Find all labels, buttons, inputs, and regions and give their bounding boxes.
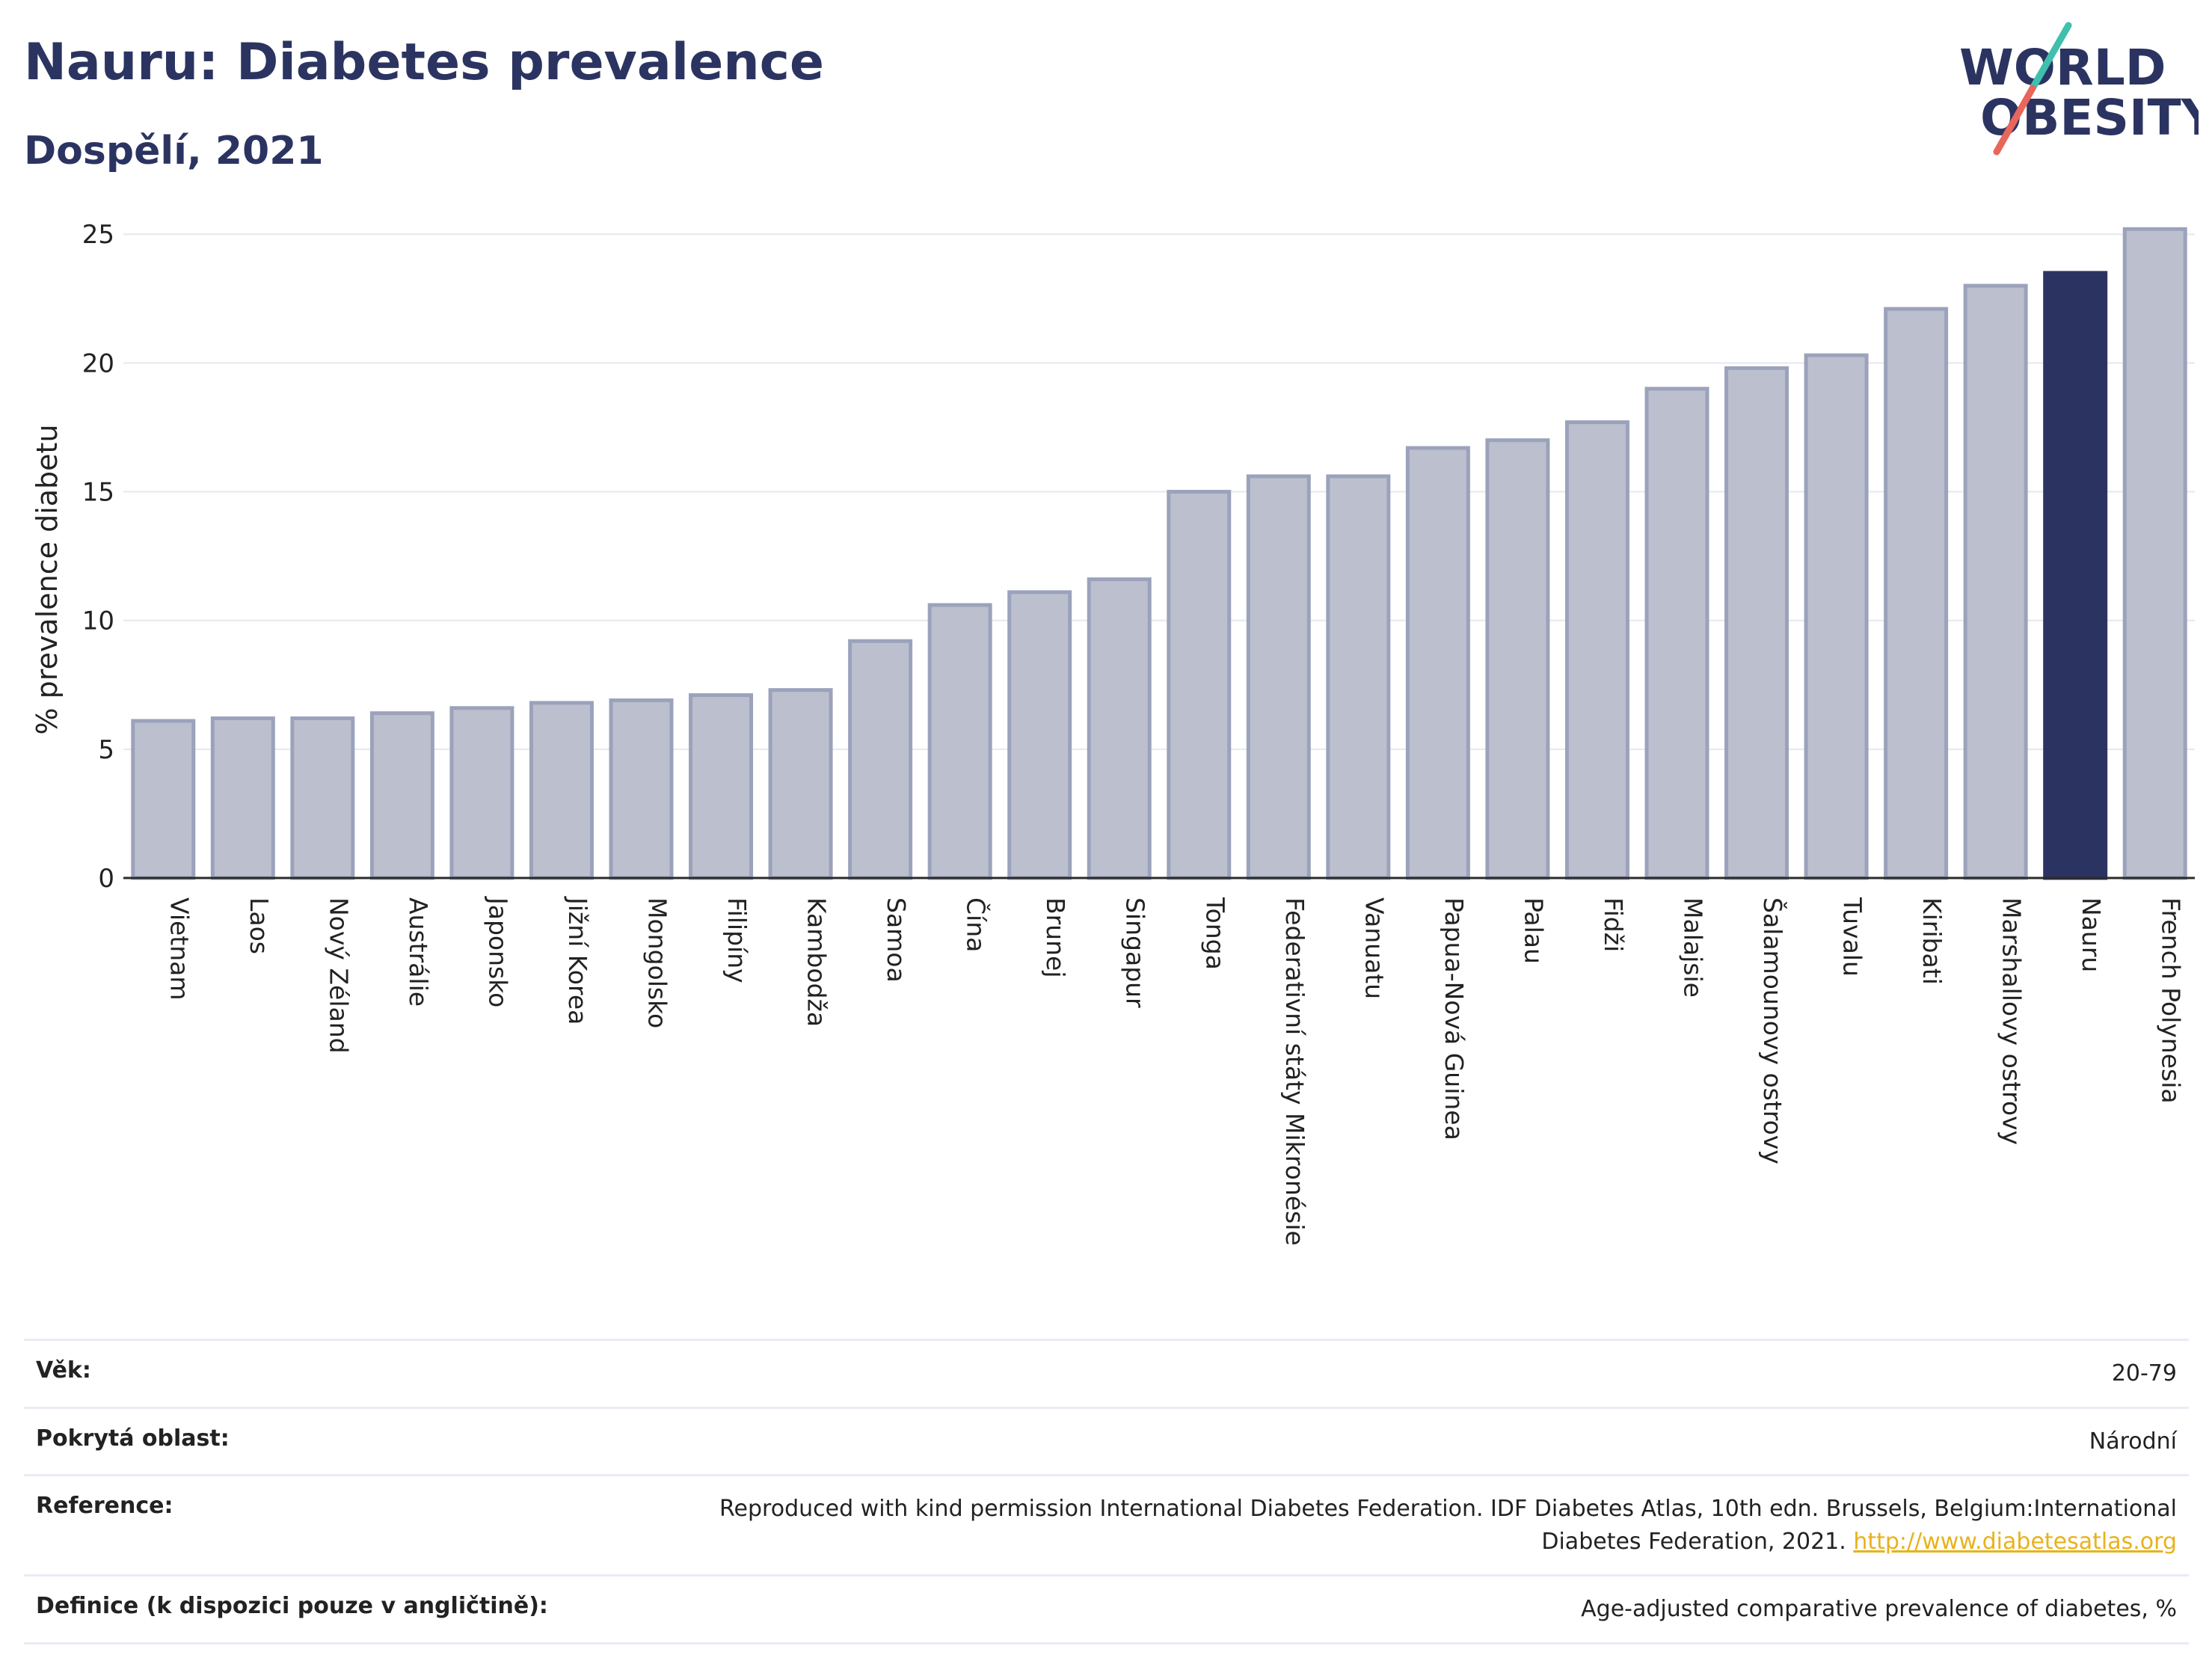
- world-obesity-logo: WORLD OBESITY: [1959, 22, 2199, 156]
- x-tick-label: Vietnam: [165, 897, 194, 1001]
- x-tick-label: Filipíny: [722, 897, 752, 983]
- bar: [131, 719, 196, 880]
- bar: [1644, 387, 1709, 880]
- x-tick-label: Marshallovy ostrovy: [1997, 897, 2027, 1145]
- x-tick-label: Tuvalu: [1838, 897, 1867, 977]
- age-label: Věk:: [36, 1357, 91, 1384]
- x-tick-label: Samoa: [882, 897, 911, 983]
- bar: [1963, 283, 2028, 880]
- bar: [1485, 438, 1550, 880]
- bar: [689, 693, 754, 880]
- bar: [1405, 446, 1470, 880]
- x-tick-label: Tonga: [1200, 897, 1229, 970]
- x-tick-label: Šalamounovy ostrovy: [1758, 897, 1788, 1164]
- x-tick-label: Nauru: [2077, 897, 2106, 972]
- definition-label: Definice (k dispozici pouze v angličtině…: [36, 1593, 548, 1619]
- area-label: Pokrytá oblast:: [36, 1425, 230, 1452]
- bar: [369, 711, 434, 880]
- bar: [1246, 474, 1311, 880]
- x-tick-label: Nový Zéland: [324, 897, 353, 1054]
- metadata-table: Věk: 20-79 Pokrytá oblast: Národní Refer…: [24, 1339, 2189, 1645]
- x-tick-label: Fidži: [1599, 897, 1628, 952]
- y-axis-label: % prevalence diabetu: [31, 424, 64, 734]
- reference-text: Reproduced with kind permission Internat…: [719, 1496, 2177, 1555]
- definition-value: Age-adjusted comparative prevalence of d…: [1581, 1596, 2177, 1622]
- x-tick-label: Malajsie: [1679, 897, 1708, 998]
- bar: [2122, 227, 2187, 880]
- bar: [927, 603, 992, 880]
- page-subtitle: Dospělí, 2021: [24, 129, 324, 174]
- bars: [131, 227, 2187, 880]
- logo-text-world: WORLD: [1959, 39, 2166, 96]
- x-tick-label: Federativní státy Mikronésie: [1280, 897, 1309, 1246]
- bar: [768, 688, 833, 880]
- y-tick-label: 20: [82, 348, 114, 378]
- bar: [1564, 420, 1629, 880]
- bar: [1804, 353, 1869, 880]
- area-value: Národní: [2089, 1428, 2177, 1455]
- x-tick-labels: Vietnam Laos Nový Zéland Austrálie Japonsko J…: [165, 896, 2185, 1246]
- x-tick-label: French Polynesia: [2157, 897, 2186, 1104]
- x-tick-label: Japonsko: [483, 896, 512, 1007]
- x-tick-label: Singapur: [1121, 897, 1150, 1008]
- bar: [1724, 366, 1789, 880]
- bar: [1087, 577, 1152, 880]
- bar: [609, 698, 674, 880]
- bar: [848, 639, 913, 880]
- x-tick-label: Kambodža: [802, 897, 832, 1027]
- x-tick-label: Papua-Nová Guinea: [1440, 897, 1469, 1140]
- x-tick-label: Laos: [245, 897, 274, 954]
- bar: [210, 716, 275, 880]
- y-tick-label: 0: [98, 864, 114, 894]
- y-tick-label: 15: [82, 478, 114, 508]
- page-title: Nauru: Diabetes prevalence: [24, 33, 825, 92]
- x-tick-label: Kiribati: [1917, 897, 1947, 985]
- meta-row-area: Pokrytá oblast: Národní: [24, 1406, 2189, 1475]
- bar: [1167, 490, 1232, 880]
- meta-row-definition: Definice (k dispozici pouze v angličtině…: [24, 1574, 2189, 1645]
- bar: [1884, 307, 1949, 880]
- bar: [1007, 590, 1072, 880]
- age-value: 20-79: [2111, 1360, 2177, 1387]
- reference-link[interactable]: http://www.diabetesatlas.org: [1853, 1528, 2177, 1555]
- bar: [529, 701, 594, 880]
- x-tick-label: Vanuatu: [1360, 897, 1389, 999]
- x-tick-label: Čína: [962, 897, 992, 952]
- x-tick-label: Austrálie: [404, 897, 433, 1007]
- y-tick-label: 5: [98, 735, 114, 765]
- reference-label: Reference:: [36, 1493, 173, 1519]
- bar: [290, 716, 355, 880]
- x-tick-label: Palau: [1519, 897, 1548, 964]
- x-tick-label: Jižní Korea: [563, 896, 592, 1025]
- y-tick-label: 10: [82, 607, 114, 636]
- bar: [1326, 474, 1391, 880]
- meta-row-age: Věk: 20-79: [24, 1339, 2189, 1407]
- y-tick-labels: 0 5 10 15 20 25: [82, 220, 114, 894]
- y-tick-label: 25: [82, 220, 114, 250]
- reference-value: Reproduced with kind permission Internat…: [644, 1493, 2177, 1558]
- x-tick-label: Brunej: [1041, 897, 1070, 978]
- meta-row-reference: Reference: Reproduced with kind permissi…: [24, 1474, 2189, 1574]
- bar: [449, 706, 514, 880]
- logo-slash-red: [1993, 85, 2036, 156]
- bar: [2043, 271, 2108, 880]
- bar-chart: 0 5 10 15 20 25 Vietnam Laos Nový Zéland Austrál…: [31, 220, 2195, 1246]
- logo-slash-teal: [2029, 22, 2072, 92]
- x-tick-label: Mongolsko: [643, 897, 672, 1028]
